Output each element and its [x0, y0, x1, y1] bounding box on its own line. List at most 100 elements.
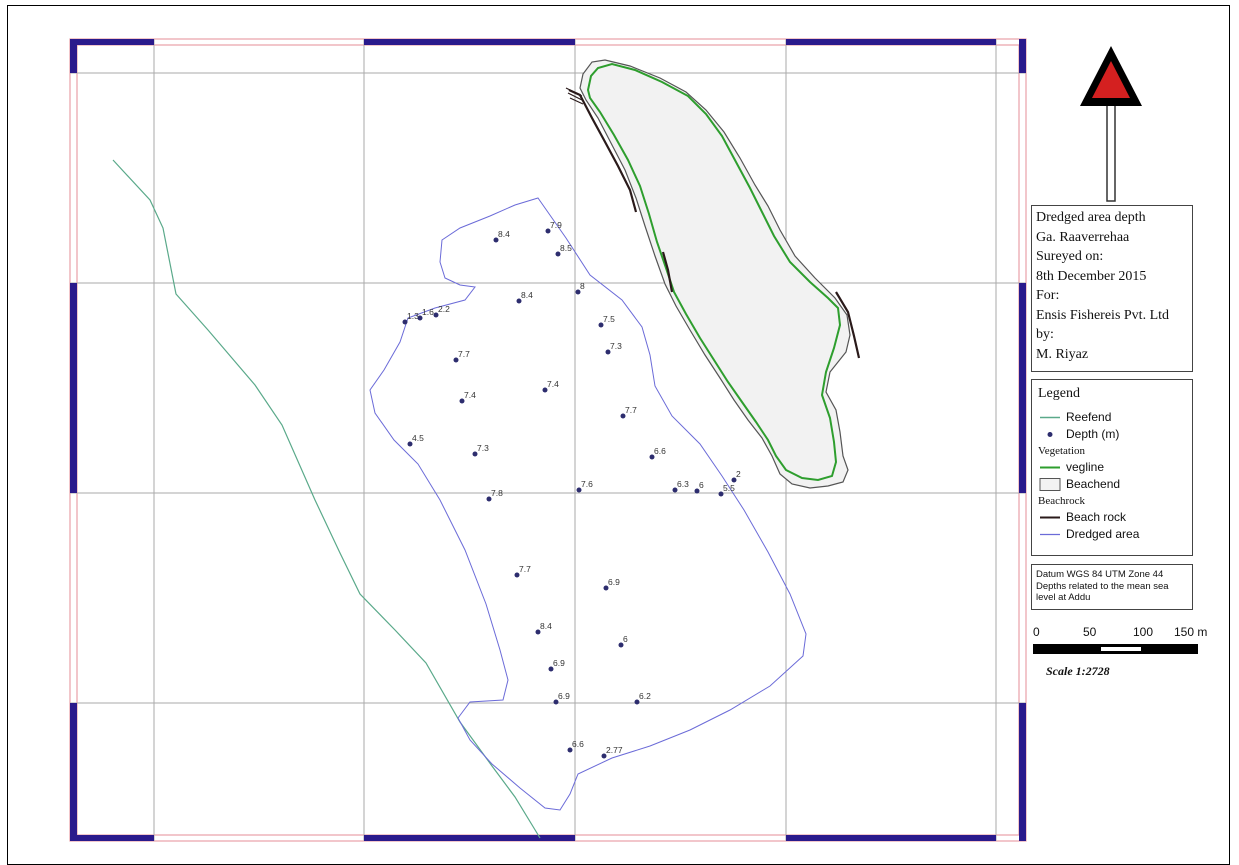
depth-point-label: 6.9 [608, 577, 620, 587]
map-neatline-outer [69, 38, 1027, 842]
depth-point-label: 1.3 [407, 311, 419, 321]
title-line: 8th December 2015 [1036, 268, 1147, 284]
legend-group-vegetation: Vegetation [1038, 445, 1086, 457]
depth-point-label: 7.5 [603, 314, 615, 324]
depth-point-marker [407, 441, 413, 447]
legend-item-depth: Depth (m) [1036, 426, 1188, 443]
depth-point-marker [694, 488, 700, 494]
depth-point-label: 8.4 [498, 229, 510, 239]
depth-point-marker [453, 357, 459, 363]
datum-line: level at Addu [1036, 592, 1091, 603]
depth-point-label: 6.3 [677, 479, 689, 489]
north-arrow-shaft [1106, 98, 1116, 202]
depth-point-marker [417, 315, 423, 321]
depth-point-marker [553, 699, 559, 705]
vegline-icon [1040, 466, 1060, 469]
depth-point-label: 6.9 [558, 691, 570, 701]
legend-label: vegline [1066, 460, 1105, 474]
depth-point-label: 7.7 [519, 564, 531, 574]
depth-point-label: 8.5 [560, 243, 572, 253]
depth-point-label: 7.3 [610, 341, 622, 351]
title-line: For: [1036, 288, 1060, 303]
frame-segments [70, 39, 1026, 841]
legend-heading: Legend [1038, 386, 1080, 401]
title-line: Dredged area depth [1036, 210, 1146, 225]
scale-ratio: Scale 1:2728 [1046, 664, 1110, 678]
depth-point-marker [516, 298, 522, 304]
legend-label: Dredged area [1066, 527, 1140, 541]
scale-tick-label: 150 m [1174, 625, 1207, 639]
depth-points: 8.4 7.9 8.5 8 8.4 1.3 1.6 2.2 7.5 7.3 7.7 7.4 7.4 7.7… [402, 220, 741, 759]
north-arrow-triangle-inner [1092, 61, 1130, 98]
legend-panel: Legend Reefend Depth (m) Vegetation vegl… [1031, 379, 1193, 556]
depth-point-label: 2.2 [438, 304, 450, 314]
legend-label: Reefend [1066, 410, 1112, 424]
title-block: Dredged area depth Ga. Raaverrehaa Surey… [1031, 205, 1193, 372]
depth-point-label: 7.4 [464, 390, 476, 400]
depth-point-marker [634, 699, 640, 705]
grid-lines [70, 39, 1026, 841]
depth-point-label: 2 [736, 469, 741, 479]
legend-item-dredged-area: Dredged area [1036, 526, 1188, 543]
vegline-polygon [586, 62, 842, 482]
depth-point-label: 6 [623, 634, 628, 644]
title-line: Sureyed on: [1036, 249, 1104, 264]
reefend-line-icon [1040, 416, 1060, 419]
depth-point-label: 7.8 [491, 488, 503, 498]
depth-point-marker [576, 487, 582, 493]
legend-item-vegline: vegline [1036, 459, 1188, 476]
depth-point-marker [542, 387, 548, 393]
depth-point-label: 7.7 [625, 405, 637, 415]
legend-group-beachrock: Beachrock [1038, 495, 1086, 507]
depth-point-label: 6.6 [654, 446, 666, 456]
depth-point-label: 6.2 [639, 691, 651, 701]
title-line: Ensis Fishereis Pvt. Ltd [1036, 307, 1170, 323]
depth-point-label: 6.6 [572, 739, 584, 749]
depth-point-marker [605, 349, 611, 355]
dredged-area-polygon [369, 197, 807, 811]
depth-point-marker [486, 496, 492, 502]
depth-point-label: 7.3 [477, 443, 489, 453]
beachend-swatch-icon [1039, 478, 1061, 491]
beach-rock-line-icon [1040, 516, 1060, 519]
depth-point-label: 6 [699, 480, 704, 490]
depth-point-marker [402, 319, 408, 325]
depth-point-label: 2.77 [606, 745, 623, 755]
map-neatline-inner [76, 44, 1020, 836]
title-line: Ga. Raaverrehaa [1036, 229, 1130, 245]
scale-tick-label: 50 [1083, 625, 1097, 639]
depth-point-marker [718, 491, 724, 497]
reefend-line [112, 159, 541, 839]
beachend-polygon [579, 59, 851, 489]
depth-point-marker [598, 322, 604, 328]
datum-line: Depths related to the mean sea [1036, 580, 1169, 592]
depth-point-icon [1047, 432, 1053, 437]
depth-point-label: 1.6 [422, 307, 434, 317]
depth-point-marker [493, 237, 499, 243]
beach-rock-lines [565, 87, 861, 359]
datum-line: Datum WGS 84 UTM Zone 44 [1036, 569, 1164, 580]
legend-item-reefend: Reefend [1036, 409, 1188, 426]
depth-point-label: 7.7 [458, 349, 470, 359]
depth-point-marker [433, 312, 439, 318]
title-line: M. Riyaz [1036, 346, 1089, 362]
depth-point-marker [514, 572, 520, 578]
depth-point-marker [649, 454, 655, 460]
depth-point-marker [672, 487, 678, 493]
legend-item-beach-rock: Beach rock [1036, 509, 1188, 526]
depth-point-marker [545, 228, 551, 234]
depth-point-marker [731, 477, 737, 483]
title-line: by: [1036, 327, 1054, 342]
scale-segment [1141, 644, 1198, 654]
legend-label: Beach rock [1066, 510, 1127, 524]
depth-point-marker [575, 289, 581, 295]
depth-point-label: 7.4 [547, 379, 559, 389]
depth-point-marker [535, 629, 541, 635]
depth-point-label: 8.4 [521, 290, 533, 300]
north-arrow-icon [1080, 46, 1142, 202]
depth-point-label: 7.9 [550, 220, 562, 230]
depth-point-marker [555, 251, 561, 257]
scale-segment [1033, 644, 1088, 654]
scale-tick-label: 0 [1033, 625, 1040, 639]
scale-segment [1101, 647, 1141, 651]
